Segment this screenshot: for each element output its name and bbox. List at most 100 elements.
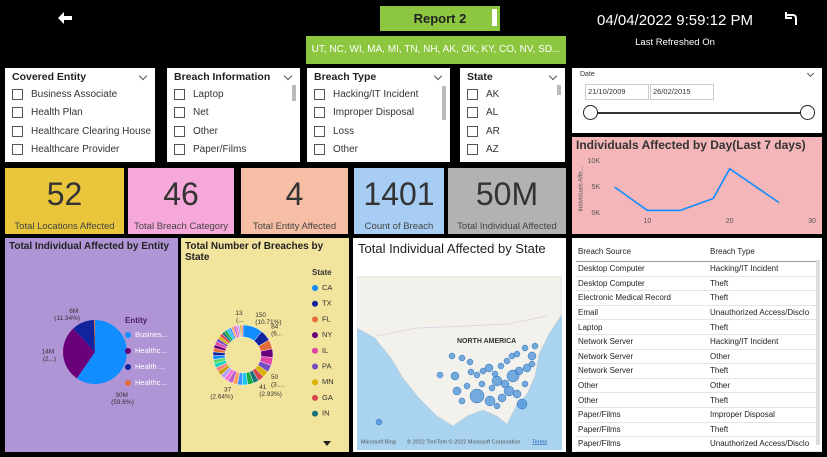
slicer-item[interactable]: AR — [467, 124, 500, 138]
report-button[interactable]: Report 2 — [380, 6, 500, 31]
map-bubble[interactable] — [452, 386, 462, 396]
kpi-card: 1401 Count of Breach — [354, 168, 444, 234]
map-bubble[interactable] — [375, 418, 383, 426]
map-bubble[interactable] — [466, 358, 474, 366]
table-cell: Other — [708, 349, 820, 365]
map-bubble[interactable] — [522, 363, 532, 373]
legend-label[interactable]: TX — [322, 299, 332, 308]
slicer-item[interactable]: Business Associate — [12, 87, 117, 101]
table-cell: Other — [708, 378, 820, 394]
map[interactable]: NORTH AMERICA Microsoft Bing © 2022 TomT… — [357, 276, 562, 450]
date-start-box[interactable]: 21/10/2009 — [585, 84, 649, 100]
map-bubble[interactable] — [531, 342, 539, 350]
legend-label[interactable]: IN — [322, 409, 330, 418]
map-bubble[interactable] — [469, 388, 485, 404]
legend-label[interactable]: Healthc... — [135, 378, 167, 387]
map-bubble[interactable] — [503, 385, 515, 397]
map-bubble[interactable] — [497, 362, 505, 370]
table-cell: Network Server — [576, 349, 708, 365]
table-cell: Unauthorized Access/Disclo — [708, 436, 820, 452]
slice — [241, 324, 244, 338]
map-bubble[interactable] — [467, 368, 475, 376]
map-terms[interactable]: Terms — [532, 439, 547, 445]
table-cell: Hacking/IT Incident — [708, 261, 820, 277]
map-bubble[interactable] — [491, 375, 503, 387]
map-bubble[interactable] — [521, 344, 529, 352]
map-bubble[interactable] — [521, 380, 529, 388]
map-bubble[interactable] — [488, 384, 496, 392]
legend-label[interactable]: MN — [322, 377, 334, 386]
scrollbar[interactable] — [292, 85, 296, 101]
scroll-arrow[interactable] — [323, 441, 331, 446]
table-row: Other Theft — [576, 392, 820, 408]
chevron — [138, 71, 148, 81]
back-icon[interactable] — [56, 10, 74, 26]
map-bubble[interactable] — [514, 366, 524, 376]
slicer-item[interactable]: Healthcare Provider — [12, 143, 119, 157]
map-bubble[interactable] — [484, 395, 496, 407]
column-header[interactable]: Breach Type — [708, 241, 820, 262]
legend-label[interactable]: FL — [322, 314, 331, 323]
map-bubble[interactable] — [516, 398, 528, 410]
map-bubble[interactable] — [493, 402, 501, 410]
slider-handle[interactable] — [583, 105, 598, 120]
map-bubble[interactable] — [458, 354, 466, 362]
slicer-item[interactable]: Health Plan — [12, 106, 83, 120]
slicer-item[interactable]: AZ — [467, 143, 499, 157]
scrollbar[interactable] — [442, 86, 446, 120]
date-end-box[interactable]: 26/02/2015 — [650, 84, 714, 100]
scrollbar[interactable] — [557, 85, 561, 95]
region-label: NORTH AMERICA — [457, 338, 516, 345]
map-bubble[interactable] — [528, 360, 536, 368]
map-bubble[interactable] — [450, 371, 460, 381]
scrollbar[interactable] — [816, 260, 820, 445]
checkbox — [174, 125, 185, 137]
slicer-item[interactable]: Healthcare Clearing House — [12, 124, 151, 138]
legend-swatch — [312, 379, 318, 386]
item-label: AZ — [486, 144, 499, 155]
slicer: State AK AL AR AZ — [460, 68, 565, 162]
slider-handle[interactable] — [800, 105, 815, 120]
legend-label[interactable]: GA — [322, 393, 333, 402]
map-bubble[interactable] — [463, 382, 471, 390]
map-bubble[interactable] — [478, 380, 486, 388]
map-bubble[interactable] — [512, 389, 522, 399]
slicer-item[interactable]: Hacking/IT Incident — [314, 87, 418, 101]
map-bubble[interactable] — [436, 371, 444, 379]
pie-panel: Total Individual Affected by Entity Enti… — [5, 238, 178, 452]
label-line: (6... — [271, 330, 282, 337]
item-label: Healthcare Clearing House — [31, 125, 152, 137]
slicer-item[interactable]: Laptop — [174, 87, 224, 101]
item-label: Health Plan — [31, 107, 83, 118]
slicer-item[interactable]: Other — [314, 143, 358, 157]
slicer-item[interactable]: Paper/Films — [174, 143, 246, 157]
map-bubble[interactable] — [513, 350, 521, 358]
slicer-item[interactable]: AL — [467, 106, 498, 120]
undo-icon[interactable] — [782, 10, 798, 26]
map-bubble[interactable] — [448, 352, 456, 360]
legend-label[interactable]: Healthc... — [135, 346, 167, 355]
slicer-item[interactable]: Net — [174, 106, 209, 120]
map-bubble[interactable] — [527, 351, 537, 361]
label-line: (2.93%) — [259, 391, 282, 398]
slicer-item[interactable]: AK — [467, 87, 499, 101]
slicer-item[interactable]: Loss — [314, 124, 354, 138]
legend-label[interactable]: PA — [322, 361, 331, 370]
kpi-card: 50M Total Individual Affected — [448, 168, 566, 234]
data-label: 84 (6... — [271, 323, 282, 337]
map-bubble[interactable] — [458, 397, 466, 405]
slicer-item[interactable]: Improper Disposal — [314, 106, 414, 120]
legend-label[interactable]: Health ... — [135, 362, 165, 371]
x-tick-label: 30 — [808, 218, 816, 225]
map-bubble[interactable] — [497, 393, 507, 403]
legend-label[interactable]: Busines... — [135, 330, 168, 339]
slicer-item[interactable]: Other — [174, 124, 218, 138]
map-bubble[interactable] — [484, 363, 494, 373]
map-bubble[interactable] — [473, 371, 481, 379]
legend-label[interactable]: NY — [322, 330, 332, 339]
legend-label[interactable]: CA — [322, 283, 332, 292]
map-bubble[interactable] — [503, 357, 511, 365]
legend-label[interactable]: IL — [322, 346, 328, 355]
label-line: 37 — [224, 386, 233, 393]
column-header[interactable]: Breach Source — [576, 241, 708, 262]
